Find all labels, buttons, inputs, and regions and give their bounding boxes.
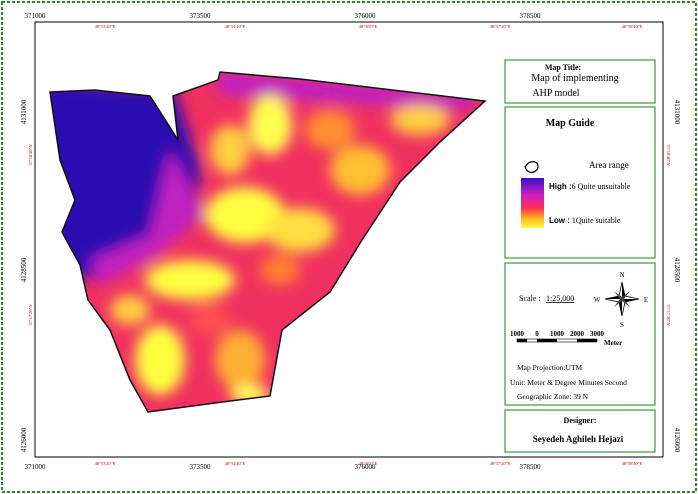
legend-high-key: High : (549, 182, 572, 191)
frame-labels: 371000 373500 376000 378500 371000 373500 3760… (20, 12, 681, 471)
compass-e: E (644, 296, 648, 304)
longitude-label: 48°58'40"E (622, 461, 643, 466)
scale-labels: 1000 0 1000 2000 3000 (510, 330, 605, 338)
northing-label: 4128500 (20, 257, 28, 282)
latitude-label: 37°17'20"N (28, 304, 33, 326)
scale-bar-label: 2000 (570, 330, 585, 338)
scale-box (504, 262, 656, 406)
northing-label: 4128500 (673, 258, 681, 283)
legend-low-value: 1Quite suitable (570, 216, 621, 225)
longitude-label: 48°57'20"E (490, 461, 511, 466)
longitude-label: 48°57'20"E (490, 24, 511, 29)
easting-label: 371000 (25, 12, 47, 20)
scale-bar-label: 0 (535, 330, 539, 338)
title-line: Map of implementing (531, 73, 618, 84)
legend-low-key: Low : (549, 216, 570, 225)
longitude-label: 48°53'20"E (95, 461, 116, 466)
scale-bar-label: 1000 (510, 330, 525, 338)
legend-low: Low : 1Quite suitable (549, 216, 621, 225)
north-arrow (604, 281, 640, 317)
easting-label: 376000 (355, 12, 377, 20)
scale-bar-label: 1000 (550, 330, 565, 338)
scale-unit: Meter (604, 339, 622, 347)
legend-label: Area range (589, 160, 629, 170)
area-icon (524, 161, 539, 174)
color-ramp (521, 178, 544, 228)
legend-title: Map Guide (546, 118, 595, 129)
title-heading: Map Title: (545, 63, 581, 72)
easting-label: 373500 (190, 463, 212, 471)
scale-bar (516, 338, 598, 343)
latitude-label: 37°17'20"N (666, 304, 671, 326)
projection: Map Projection:UTM (517, 363, 583, 372)
longitude-label: 48°53'20"E (95, 24, 116, 29)
compass-w: W (594, 296, 601, 304)
longitude-label: 48°58'40"E (622, 24, 643, 29)
scale-label: Scale : (519, 294, 541, 303)
suitability-raster (50, 72, 485, 412)
title-box (504, 59, 656, 104)
easting-label: 378500 (520, 463, 542, 471)
easting-label: 376000 (355, 463, 377, 471)
title-line: AHP model (532, 88, 579, 99)
latitude-label: 37°18'40"N (666, 144, 671, 166)
longitude-label: 48°54'40"E (225, 461, 246, 466)
northing-label: 4126000 (673, 428, 681, 453)
compass-s: S (620, 321, 624, 329)
unit: Unit: Meter & Degree Minutes Second (510, 378, 627, 387)
designer-name: Seyedeh Aghileh Hejazi (533, 434, 624, 444)
zone: Geographic Zone: 39 N (517, 392, 589, 401)
northing-label: 4126000 (20, 427, 28, 452)
scale-value: 1:25,000 (546, 294, 574, 303)
easting-label: 378500 (520, 12, 542, 20)
easting-label: 371000 (25, 463, 47, 471)
longitude-label: 48°56'0"E (359, 24, 378, 29)
longitude-label: 48°54'40"E (225, 24, 246, 29)
latitude-label: 37°18'40"N (28, 144, 33, 166)
designer-box (504, 409, 656, 453)
easting-label: 373500 (190, 12, 212, 20)
study-area-boundary (49, 71, 487, 413)
compass-n: N (619, 271, 624, 279)
longitude-label: 48°56'0"E (359, 461, 378, 466)
legend-high: High :6 Quite unsuitable (549, 182, 631, 191)
designer-heading: Designer: (564, 416, 597, 425)
legend-high-value: 6 Quite unsuitable (572, 182, 631, 191)
northing-label: 4131000 (673, 100, 681, 125)
northing-label: 4131000 (20, 99, 28, 124)
scale-bar-label: 3000 (590, 330, 605, 338)
